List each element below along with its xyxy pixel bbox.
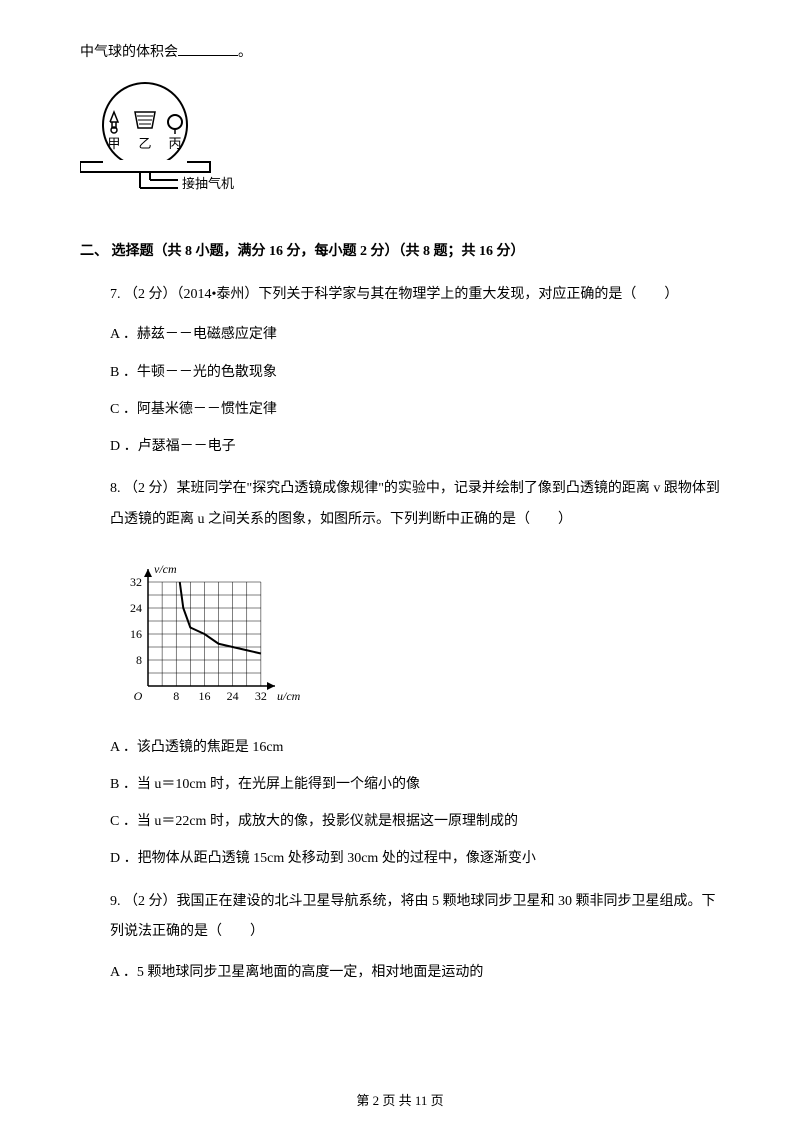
svg-text:24: 24 [130, 601, 142, 615]
svg-text:32: 32 [255, 689, 267, 703]
lens-chart-svg: 8 16 24 32 8 16 24 32 Ou/cm v/cm [110, 551, 310, 711]
q7-option-a: A ．赫兹－－电磁感应定律 [110, 322, 720, 347]
svg-text:甲: 甲 [107, 136, 120, 151]
section-2-header: 二、 选择题（共 8 小题，满分 16 分，每小题 2 分）（共 8 题；共 1… [80, 239, 720, 264]
q9-text: 9. （2 分）我国正在建设的北斗卫星导航系统，将由 5 颗地球同步卫星和 30… [110, 894, 716, 940]
question-7: 7. （2 分）（2014•泰州）下列关于科学家与其在物理学上的重大发现，对应正… [110, 280, 720, 311]
q8-option-c: C ．当 u＝22cm 时，成放大的像，投影仪就是根据这一原理制成的 [110, 809, 720, 834]
q8-option-b: B ．当 u＝10cm 时，在光屏上能得到一个缩小的像 [110, 772, 720, 797]
svg-text:16: 16 [198, 689, 210, 703]
q9-option-a: A ．5 颗地球同步卫星离地面的高度一定，相对地面是运动的 [110, 960, 720, 985]
svg-text:v/cm: v/cm [154, 562, 177, 576]
svg-text:16: 16 [130, 627, 142, 641]
q7-text: 7. （2 分）（2014•泰州）下列关于科学家与其在物理学上的重大发现，对应正… [110, 280, 720, 311]
q7-option-d: D ．卢瑟福－－电子 [110, 434, 720, 459]
svg-text:8: 8 [173, 689, 179, 703]
fragment-after: 。 [238, 45, 252, 60]
blank-field[interactable] [178, 42, 238, 56]
svg-text:24: 24 [227, 689, 239, 703]
question-9: 9. （2 分）我国正在建设的北斗卫星导航系统，将由 5 颗地球同步卫星和 30… [110, 887, 720, 949]
q8-option-d: D ．把物体从距凸透镜 15cm 处移动到 30cm 处的过程中，像逐渐变小 [110, 846, 720, 871]
q7-option-c: C ．阿基米德－－惯性定律 [110, 397, 720, 422]
svg-text:乙: 乙 [138, 136, 151, 151]
svg-text:丙: 丙 [168, 136, 181, 151]
svg-text:O: O [134, 689, 143, 703]
svg-text:32: 32 [130, 575, 142, 589]
bell-jar-svg: 甲 乙 丙 接抽气机 [80, 80, 235, 210]
fragment-before: 中气球的体积会 [80, 45, 178, 60]
page-footer: 第 2 页 共 11 页 [0, 1089, 800, 1112]
q7-option-b: B ．牛顿－－光的色散现象 [110, 360, 720, 385]
svg-text:接抽气机: 接抽气机 [182, 176, 234, 191]
figure-bell-jar: 甲 乙 丙 接抽气机 [80, 80, 720, 219]
svg-text:8: 8 [136, 653, 142, 667]
figure-lens-chart: 8 16 24 32 8 16 24 32 Ou/cm v/cm [110, 551, 720, 720]
q8-option-a: A ．该凸透镜的焦距是 16cm [110, 735, 720, 760]
q8-text: 8. （2 分）某班同学在"探究凸透镜成像规律"的实验中，记录并绘制了像到凸透镜… [110, 481, 720, 527]
fragment-line: 中气球的体积会 。 [80, 40, 720, 65]
svg-text:u/cm: u/cm [277, 689, 301, 703]
question-8: 8. （2 分）某班同学在"探究凸透镜成像规律"的实验中，记录并绘制了像到凸透镜… [110, 474, 720, 536]
